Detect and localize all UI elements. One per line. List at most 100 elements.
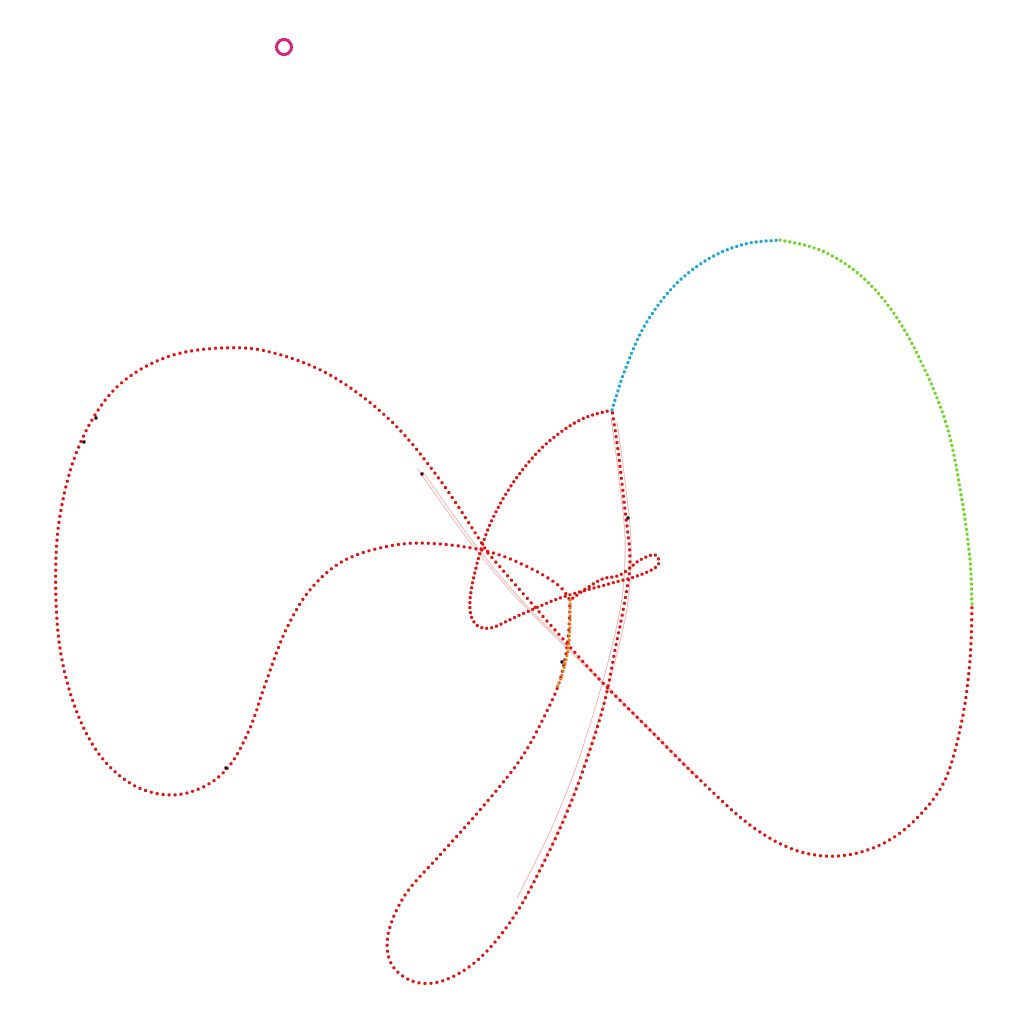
main-path-lower-loop-dot <box>543 858 547 862</box>
main-path-left-loop-dot <box>178 351 182 355</box>
main-path-lower-loop-dot <box>521 901 525 905</box>
main-path-right-loop-dot <box>824 854 829 858</box>
main-path-left-loop-dot <box>55 616 59 620</box>
main-path-right-loop-dot <box>561 637 565 641</box>
green-segment-dot <box>970 597 974 601</box>
main-path-left-loop-dot <box>56 526 60 530</box>
main-path-left-loop-dot <box>54 610 59 614</box>
main-path-right-loop-dot <box>498 565 502 569</box>
main-path-left-loop-dot <box>530 567 534 571</box>
main-path-left-loop-dot <box>260 691 264 695</box>
orange-segment-dot <box>568 634 571 638</box>
main-path-lower-loop-dot <box>612 654 616 659</box>
main-path-inner-loop-dot <box>474 566 478 570</box>
main-path-lower-loop-dot <box>482 803 486 807</box>
main-path-left-loop-dot <box>58 646 62 650</box>
main-path-left-loop-dot <box>411 443 415 447</box>
main-path-lower-loop-dot <box>490 794 494 798</box>
main-path-left-loop-dot <box>276 645 281 650</box>
main-path-right-loop-dot <box>854 851 858 855</box>
main-path-right-loop-dot <box>955 742 959 747</box>
main-path-left-loop-dot <box>301 597 305 602</box>
main-path-lower-loop-dot <box>613 429 617 433</box>
main-path-lower-loop-dot <box>582 764 587 769</box>
main-path-left-loop-dot <box>264 679 268 683</box>
green-segment-dot <box>910 341 914 345</box>
cyan-segment-dot <box>774 238 778 242</box>
main-path-right-loop-dot <box>819 854 823 858</box>
main-path-lower-loop-dot <box>568 804 572 808</box>
ring-dot <box>289 45 294 49</box>
main-path-left-loop-dot <box>426 461 430 466</box>
main-path-left-loop-dot <box>74 451 78 455</box>
green-segment-dot <box>942 415 946 419</box>
main-path-right-loop-dot <box>537 610 541 614</box>
main-path-right-loop-dot <box>577 655 581 659</box>
main-path-lower-loop-dot <box>534 730 539 734</box>
dark-dot <box>224 766 228 770</box>
main-path-lower-loop-dot <box>394 909 398 913</box>
main-path-left-loop-dot <box>166 354 170 359</box>
main-path-inner-loop-dot <box>635 560 639 564</box>
main-path-left-loop-dot <box>316 579 320 583</box>
main-path-right-loop-dot <box>549 623 553 628</box>
main-path-left-loop-dot <box>294 608 299 612</box>
main-path-lower-loop-dot <box>616 447 620 451</box>
main-path-left-loop-dot <box>238 346 242 350</box>
cyan-segment-dot <box>635 337 640 342</box>
main-path-right-loop-dot <box>830 854 835 858</box>
main-path-inner-loop-dot <box>610 575 614 579</box>
main-path-right-loop-dot <box>545 619 549 623</box>
main-path-right-loop-dot <box>721 799 725 804</box>
main-path-left-loop-guide <box>56 348 570 795</box>
main-path-left-loop-dot <box>207 782 211 786</box>
main-path-inner-loop-dot <box>522 611 526 616</box>
main-path-right-loop-dot <box>893 835 897 839</box>
main-path-left-loop-dot <box>55 532 60 536</box>
main-path-lower-loop-dot <box>626 536 631 540</box>
main-path-inner-loop-dot <box>649 568 653 572</box>
main-path-left-loop-dot <box>414 541 418 545</box>
green-segment-dot <box>933 391 937 395</box>
main-path-lower-loop-dot <box>617 458 621 463</box>
main-path-left-loop-dot <box>120 381 124 385</box>
main-path-lower-loop-dot <box>446 977 450 981</box>
green-segment-dot <box>817 247 821 252</box>
main-path-left-loop-dot <box>134 370 138 374</box>
cyan-segment-dot <box>629 351 634 355</box>
main-path-right-loop-dot <box>860 850 864 854</box>
main-path-right-loop-dot <box>729 808 734 812</box>
main-path-right-loop-dot <box>768 836 772 840</box>
main-path-left-loop-dot <box>463 516 467 520</box>
main-path-inner-loop-dot <box>645 570 649 574</box>
orange-segment-dot <box>568 610 572 614</box>
main-path-right-loop-dot <box>521 592 525 596</box>
main-path-right-loop-dot <box>871 846 876 850</box>
main-path-lower-loop-dot <box>626 530 630 534</box>
main-path-lower-loop-dot <box>601 707 605 711</box>
main-path-lower-loop-dot <box>406 888 411 892</box>
green-segment-dot <box>826 252 830 256</box>
main-path-left-loop-dot <box>62 491 66 495</box>
main-path-inner-loop-dot <box>468 596 472 600</box>
main-path-left-loop-dot <box>62 670 66 674</box>
main-path-left-loop-dot <box>60 503 64 507</box>
main-path-inner-loop-dot <box>475 561 479 565</box>
main-path-lower-loop-dot <box>584 759 589 763</box>
main-path-inner-loop-dot <box>621 578 625 582</box>
green-segment-dot <box>793 241 797 245</box>
main-path-left-loop-dot <box>444 542 448 547</box>
main-path-lower-loop-dot <box>462 968 466 972</box>
cyan-segment-dot <box>626 361 630 365</box>
main-path-right-loop-dot <box>605 686 610 690</box>
orange-segment-dot <box>563 662 567 666</box>
main-path-inner-loop-dot <box>583 587 587 592</box>
main-path-lower-loop-dot <box>586 753 590 757</box>
main-path-left-loop-dot <box>70 462 74 466</box>
main-path-inner-loop-dot <box>579 590 583 594</box>
dark-dot <box>94 416 98 420</box>
main-path-right-loop-dot <box>557 632 561 637</box>
main-path-inner-loop-dot <box>470 581 475 585</box>
main-path-right-loop-dot <box>690 770 694 775</box>
main-path-right-loop-dot <box>581 659 585 664</box>
